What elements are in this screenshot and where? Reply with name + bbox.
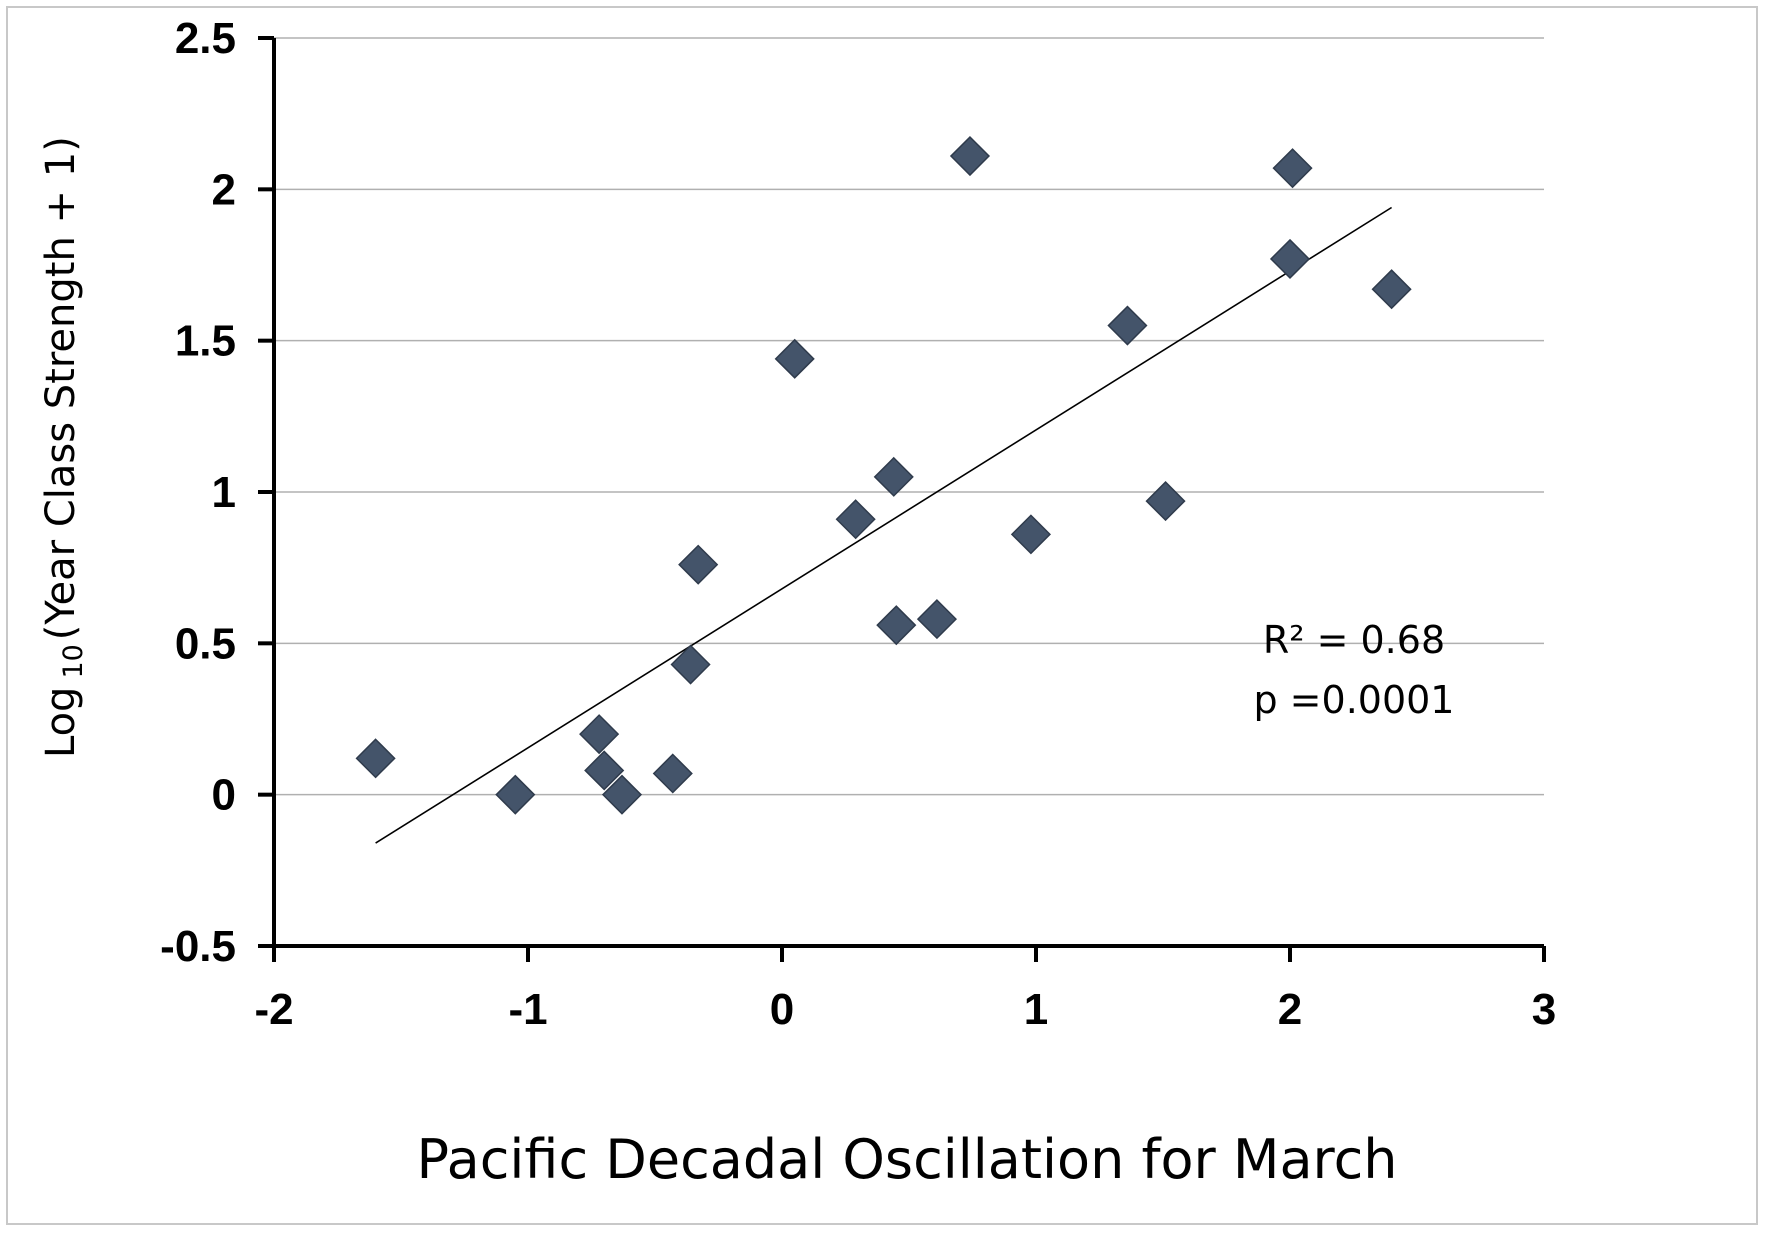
y-tick-label: 0 [212, 771, 236, 820]
data-point [835, 499, 876, 540]
annotation-r-squared: R² = 0.68 [1263, 618, 1445, 662]
data-point [601, 774, 643, 815]
data-point [949, 135, 991, 177]
y-axis-title-subscript: 10 [58, 644, 89, 678]
x-tick-label: -1 [508, 985, 547, 1034]
data-point [876, 605, 917, 646]
trendline-group [375, 206, 1393, 844]
y-tick-label: 2.5 [175, 14, 236, 63]
gridlines [274, 37, 1544, 796]
data-point [495, 774, 536, 815]
y-tick-labels: 2.5 2 1.5 1 0.5 0 -0.5 [160, 14, 236, 971]
data-point [579, 714, 620, 755]
annotation-p-value: p =0.0001 [1253, 678, 1454, 722]
x-tick-label: 1 [1024, 985, 1048, 1034]
data-point [670, 644, 711, 685]
trendline [375, 206, 1393, 844]
y-axis-title: Log 10 (Year Class Strength + 1) [38, 136, 89, 758]
y-tick-label: 1.5 [175, 317, 236, 366]
data-point [652, 753, 693, 794]
y-tick-label: 1 [212, 468, 236, 517]
x-tick-label: 0 [770, 985, 794, 1034]
data-point [1371, 269, 1412, 310]
chart-frame: -2 -1 0 1 2 3 2.5 2 1.5 1 0.5 0 -0.5 R² = 0.68 p =0… [6, 6, 1758, 1225]
y-tick-label: -0.5 [160, 922, 236, 971]
data-point [1107, 305, 1148, 346]
x-tick-labels: -2 -1 0 1 2 3 [254, 985, 1556, 1034]
data-point [1269, 238, 1311, 280]
data-point [873, 456, 914, 497]
data-point [1010, 514, 1051, 555]
data-point [1145, 481, 1186, 522]
y-axis-title-rest: (Year Class Strength + 1) [38, 136, 84, 640]
axes [258, 36, 1546, 962]
data-points [355, 135, 1412, 815]
data-point [678, 544, 719, 585]
x-tick-label: -2 [254, 985, 293, 1034]
y-tick-label: 2 [212, 165, 236, 214]
x-tick-label: 3 [1532, 985, 1556, 1034]
data-point [916, 599, 958, 640]
data-point [1272, 148, 1313, 189]
y-tick-label: 0.5 [175, 619, 236, 668]
data-point [355, 738, 396, 779]
data-point [774, 338, 815, 379]
data-point [584, 750, 625, 791]
x-tick-label: 2 [1278, 985, 1302, 1034]
x-axis-title: Pacific Decadal Oscillation for March [417, 1128, 1398, 1191]
y-axis-title-log: Log [38, 687, 84, 758]
scatter-chart: -2 -1 0 1 2 3 2.5 2 1.5 1 0.5 0 -0.5 R² = 0.68 p =0… [38, 14, 1556, 1191]
